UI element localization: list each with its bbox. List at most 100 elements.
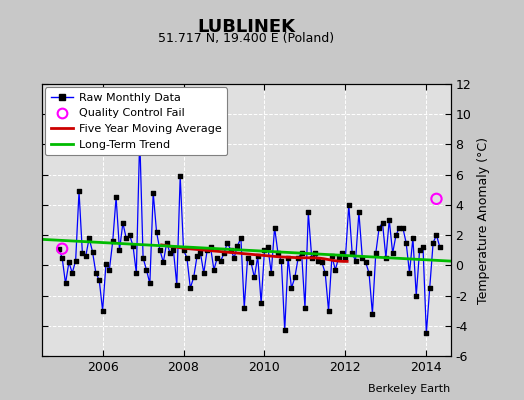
Point bbox=[365, 270, 373, 276]
Point bbox=[169, 247, 178, 254]
Point bbox=[291, 274, 299, 281]
Point bbox=[125, 232, 134, 238]
Point bbox=[395, 224, 403, 231]
Point bbox=[270, 224, 279, 231]
Point bbox=[298, 250, 306, 256]
Point bbox=[82, 253, 90, 260]
Point bbox=[92, 270, 100, 276]
Point bbox=[132, 270, 140, 276]
Text: LUBLINEK: LUBLINEK bbox=[197, 18, 296, 36]
Point bbox=[358, 254, 366, 261]
Point bbox=[216, 258, 225, 264]
Point bbox=[146, 280, 154, 287]
Point bbox=[385, 217, 394, 223]
Point bbox=[68, 270, 77, 276]
Point bbox=[220, 250, 228, 256]
Point bbox=[260, 247, 269, 254]
Point bbox=[301, 304, 309, 311]
Point bbox=[429, 240, 438, 246]
Point bbox=[85, 235, 93, 241]
Point bbox=[348, 250, 356, 256]
Point bbox=[399, 224, 407, 231]
Text: 51.717 N, 19.400 E (Poland): 51.717 N, 19.400 E (Poland) bbox=[158, 32, 334, 45]
Point bbox=[230, 254, 238, 261]
Point bbox=[280, 327, 289, 334]
Point bbox=[324, 308, 333, 314]
Point bbox=[432, 232, 441, 238]
Point bbox=[58, 246, 67, 252]
Point bbox=[257, 300, 265, 306]
Point bbox=[210, 267, 218, 273]
Point bbox=[321, 270, 330, 276]
Point bbox=[405, 270, 413, 276]
Point bbox=[264, 244, 272, 250]
Point bbox=[108, 238, 117, 244]
Point bbox=[338, 250, 346, 256]
Point bbox=[381, 254, 390, 261]
Point bbox=[203, 247, 211, 254]
Point bbox=[355, 209, 363, 216]
Point bbox=[65, 259, 73, 266]
Point bbox=[122, 235, 130, 241]
Point bbox=[250, 274, 258, 281]
Point bbox=[61, 280, 70, 287]
Point bbox=[247, 259, 255, 266]
Point bbox=[425, 285, 434, 291]
Point bbox=[54, 246, 63, 252]
Point bbox=[156, 247, 164, 254]
Point bbox=[294, 254, 302, 261]
Point bbox=[233, 242, 242, 249]
Point bbox=[200, 270, 208, 276]
Point bbox=[136, 134, 144, 140]
Point bbox=[419, 244, 427, 250]
Point bbox=[105, 267, 114, 273]
Point bbox=[75, 188, 83, 194]
Point bbox=[240, 304, 248, 311]
Point bbox=[58, 254, 67, 261]
Point bbox=[372, 250, 380, 256]
Point bbox=[129, 242, 137, 249]
Point bbox=[244, 254, 252, 261]
Point bbox=[172, 282, 181, 288]
Point bbox=[78, 250, 86, 256]
Point bbox=[102, 261, 110, 267]
Legend: Raw Monthly Data, Quality Control Fail, Five Year Moving Average, Long-Term Tren: Raw Monthly Data, Quality Control Fail, … bbox=[45, 87, 227, 155]
Point bbox=[284, 254, 292, 261]
Text: Berkeley Earth: Berkeley Earth bbox=[368, 384, 451, 394]
Point bbox=[190, 274, 198, 281]
Point bbox=[375, 224, 384, 231]
Point bbox=[368, 310, 377, 317]
Point bbox=[152, 229, 161, 235]
Point bbox=[139, 254, 147, 261]
Point bbox=[318, 259, 326, 266]
Point bbox=[311, 250, 319, 256]
Point bbox=[176, 173, 184, 179]
Point bbox=[95, 277, 103, 284]
Point bbox=[331, 267, 340, 273]
Point bbox=[334, 254, 343, 261]
Point bbox=[341, 254, 350, 261]
Point bbox=[409, 235, 417, 241]
Point bbox=[213, 254, 222, 261]
Point bbox=[402, 240, 410, 246]
Point bbox=[435, 244, 444, 250]
Point bbox=[237, 235, 245, 241]
Point bbox=[196, 250, 205, 256]
Point bbox=[149, 190, 157, 196]
Point bbox=[422, 330, 431, 336]
Point bbox=[416, 247, 424, 254]
Point bbox=[308, 254, 316, 261]
Point bbox=[206, 244, 215, 250]
Point bbox=[223, 240, 232, 246]
Y-axis label: Temperature Anomaly (°C): Temperature Anomaly (°C) bbox=[477, 136, 490, 304]
Point bbox=[274, 250, 282, 256]
Point bbox=[304, 209, 312, 216]
Point bbox=[345, 202, 353, 208]
Point bbox=[314, 258, 323, 264]
Point bbox=[142, 267, 150, 273]
Point bbox=[186, 285, 194, 291]
Point bbox=[277, 258, 286, 264]
Point bbox=[254, 253, 262, 260]
Point bbox=[267, 270, 276, 276]
Point bbox=[112, 194, 121, 200]
